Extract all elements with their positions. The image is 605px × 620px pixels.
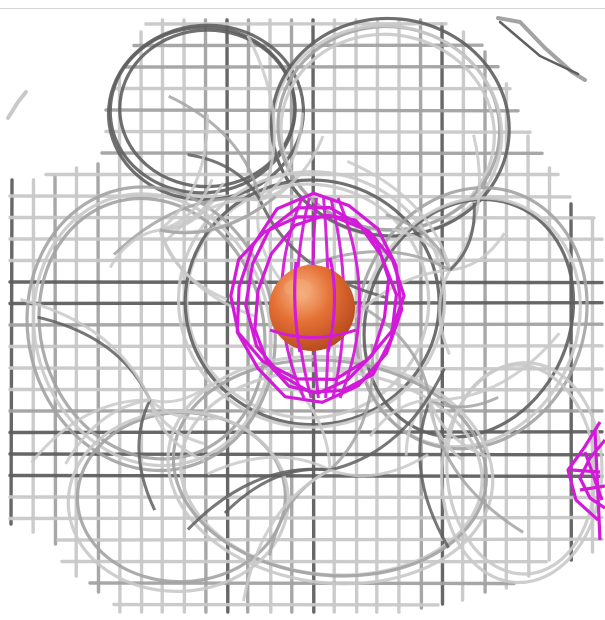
magenta-density-edge-line <box>566 421 602 522</box>
magenta-density-mesh-edge <box>566 421 605 541</box>
mesh-fragment-left <box>6 90 28 120</box>
contour-spoke <box>148 398 224 421</box>
contour-left <box>32 192 273 468</box>
contour-spoke <box>449 232 506 272</box>
magenta-density-mesh <box>229 191 406 404</box>
magenta-density-ring <box>235 191 404 404</box>
contour-spoke <box>329 453 429 478</box>
contour-spoke <box>258 199 388 300</box>
contour-spoke <box>148 399 206 463</box>
mesh-grid-line-vertical <box>9 178 14 526</box>
contour-lower-left <box>66 409 290 594</box>
contour-upper-right <box>269 16 511 238</box>
contour-spoke <box>20 297 152 401</box>
contour-spoke <box>159 195 277 235</box>
magenta-density-ring <box>253 213 391 395</box>
mesh-grid-line-horizontal <box>8 452 604 457</box>
contour-spoke <box>149 382 212 404</box>
contour-spoke <box>418 399 450 549</box>
mesh-grid-line-vertical <box>96 162 101 594</box>
contour-spoke <box>448 134 482 271</box>
magenta-density-meridian <box>336 197 361 399</box>
mesh-fragment-top-right <box>498 20 580 76</box>
contour-spoke <box>448 202 476 272</box>
contour-spoke <box>158 229 228 301</box>
magenta-density-edge-line <box>579 484 605 492</box>
contour-spoke <box>246 34 276 201</box>
gray-mesh-fragments <box>6 16 587 120</box>
contour-spoke <box>186 467 331 531</box>
contour-spoke <box>137 399 157 511</box>
contour-spoke <box>428 399 491 460</box>
magenta-density-front-line <box>269 328 357 339</box>
contour-spoke <box>438 269 452 356</box>
contour-spoke <box>329 367 446 472</box>
magenta-density-edge-line <box>593 429 602 541</box>
contour-spoke <box>259 112 304 202</box>
contour-spoke <box>429 332 561 402</box>
contour-spoke <box>259 135 325 202</box>
mesh-fragment-top-right <box>496 16 587 82</box>
mesh-grid-line-horizontal <box>88 581 516 586</box>
contour-spoke <box>368 398 431 438</box>
mesh-grid-line-horizontal <box>104 108 520 113</box>
contour-spoke <box>242 468 331 602</box>
magenta-density-front-line <box>326 257 337 353</box>
mesh-grid-line-horizontal <box>8 430 604 435</box>
mesh-grid-line-horizontal <box>8 495 604 500</box>
mesh-grid-line-vertical <box>526 134 531 578</box>
contour-spoke <box>159 114 209 232</box>
contour-spoke <box>30 398 151 464</box>
contour-upper-left <box>108 25 297 195</box>
mesh-grid-line-horizontal <box>8 473 604 478</box>
mesh-grid-line-horizontal <box>8 366 604 371</box>
contour-spoke <box>206 455 331 476</box>
contour-spoke <box>223 467 331 515</box>
contour-spoke <box>429 395 499 409</box>
mesh-grid-line-horizontal <box>56 537 604 542</box>
magenta-density-ring <box>229 215 406 381</box>
contour-lower <box>166 354 495 586</box>
magenta-density-mesh-front <box>269 257 357 353</box>
mesh-grid-line-vertical <box>460 30 466 602</box>
contour-spoke <box>328 343 375 472</box>
contour-spoke <box>187 153 262 201</box>
contour-spoke <box>168 94 262 201</box>
mesh-grid-line-horizontal <box>104 129 532 134</box>
contour-right <box>362 197 576 439</box>
mesh-grid-line-horizontal <box>8 515 604 521</box>
contour-spoke <box>428 399 464 462</box>
contour-spoke <box>108 228 161 269</box>
contour-spoke <box>159 181 225 232</box>
mesh-grid-line-vertical <box>418 18 424 610</box>
contour-spoke <box>355 302 432 401</box>
magenta-density-front-line <box>293 261 302 353</box>
viewport-top-border <box>0 8 605 9</box>
atom-specular-highlight <box>284 279 312 297</box>
contour-spoke <box>64 398 151 465</box>
contour-lower <box>171 358 488 578</box>
contour-center <box>176 170 447 429</box>
contour-right <box>354 186 589 451</box>
mesh-grid-line-vertical <box>139 30 144 614</box>
contour-spoke <box>346 160 452 271</box>
mesh-grid-line-vertical <box>225 18 230 614</box>
